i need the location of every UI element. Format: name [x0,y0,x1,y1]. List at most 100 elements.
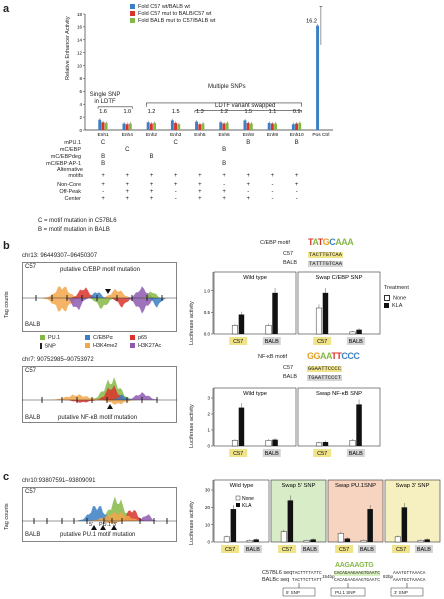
bar-none [223,536,230,543]
x-tick-label: Enh10 [290,132,304,138]
strain-label: BALB [360,547,374,553]
x-tick-label: Enh6 [218,132,230,138]
row-cell: - [295,189,298,195]
strain-label: BALB [349,339,363,345]
row-cell: B [294,140,299,146]
snp-name-pu1: PU.1 SNP [335,590,356,595]
bracket-single-label: Single SNP in LDTF [89,92,121,105]
bar [153,122,156,130]
signal-peak [110,298,134,308]
x-tick-label: Enh2 [146,132,158,138]
bar [146,122,150,130]
seq-c57-3: AAATGTTAAACA [393,571,426,576]
row-label: mC/EBP:AP-1 [46,161,81,167]
bar-kla [424,539,430,542]
bar [104,122,108,130]
row-cell: B [149,154,154,160]
chart-group-frame [213,387,297,447]
chart-group-title: Swap 5′ SNP [282,483,316,489]
gap1: 154bp [322,574,335,579]
strain-tag [229,337,248,345]
legend-item-c57-balb: Fold C57 wt/BALB wt [130,4,215,11]
row-cell: + [246,173,251,179]
row-cell: + [198,189,202,195]
motif2-balb-seq: TGAATTCCCT [307,374,343,381]
bar [246,122,250,130]
track-legend-swatch [130,335,135,341]
row-cell: + [149,196,154,202]
chart-group-frame [213,271,297,335]
bar-none [265,325,272,335]
y-tick-label: 6 [79,89,82,94]
footnote-balb: B = motif mutation in BALB [38,227,110,233]
bar-kla [287,500,294,542]
strain-tag [335,545,354,553]
track-frame [22,487,177,542]
legend-kla-label: KLA [242,503,252,509]
row-cell: - [247,189,250,195]
row-cell: - [223,182,226,188]
bar [195,121,198,130]
strain-label: C57 [339,547,349,553]
chart-group-frame [297,387,381,447]
snp-name-3: 3′ SNP [394,590,408,595]
bar [243,120,247,130]
tag-counts-label-c: Tag counts [4,503,10,530]
fold-label: 16.2 [306,19,317,25]
row-cell: B [101,154,106,160]
strain-tag [221,545,240,553]
motif1-c57-seq: TACTTGTCAA [308,251,344,258]
seq-c57-5: TACTTTTATTC [292,571,322,576]
fold-label: 1.5 [244,109,252,115]
y-tick-label: 10 [205,522,211,527]
y-tick-label: 16 [77,25,83,30]
bar [149,123,153,130]
bar [291,124,295,130]
motif1-title: C/EBP motif [260,240,290,246]
signal-peak [90,377,134,400]
bar-kla [238,314,245,334]
row-cell: + [222,196,226,202]
track1-note: putative C/EBP motif mutation [60,267,140,273]
track-legend-label: C/EBPα [93,335,113,341]
row-cell: - [174,196,177,202]
signal-peak [101,288,133,298]
row-cell: - [102,189,105,195]
strain-label: BALB [246,547,260,553]
row-cell: - [271,189,274,195]
bar-none [315,307,322,335]
row-label: Non-Core [57,182,81,188]
bar [170,120,174,130]
strain-label: C57 [396,547,406,553]
y-tick-label: 20 [205,505,211,510]
track1-tag-counts [22,262,177,332]
y-tick-label: 0.0 [204,332,211,337]
bar-none [394,536,401,543]
row-label: mC/EBPdeg [50,154,81,160]
panel-c-chart: 0 10 20 30 Wild type C57 BALB Swap 5′ SNP C57 BAL… [205,479,441,553]
track-legend-item: PU.1 [40,335,60,342]
track-frame [22,366,177,423]
pu1-logo: AAGAAGTG [335,562,374,569]
panel-a-ylabel: Relative Enhancer Activity [65,16,71,80]
track-legend-swatch [130,343,135,349]
x-tick-label: Enh5 [194,132,206,138]
x-tick-label: Enh3 [170,132,182,138]
strain-tag [278,545,297,553]
chart-group-title: Wild type [243,275,267,281]
bracket-swapped-label: LDTF variant swapped [215,103,276,109]
bar [225,122,229,130]
seq-balb-3: AAATGCTAAACA [393,578,426,583]
y-tick-label: 10 [77,63,83,68]
signal-peak [137,514,157,521]
row-cell: C [100,140,106,146]
y-tick-label: 14 [77,38,83,43]
motif2-title: NF-κB motif [258,354,288,360]
bracket-multiple-label: Multiple SNPs [208,84,246,90]
chart-group-title: Wild type [243,391,267,397]
bar-kla [367,509,373,542]
panel-b-chart1: 0.0 0.5 1.0 Wild type C57 BALB Swap C/EBP SNP C… [204,271,381,345]
strain-label: BALB [303,547,317,553]
bar-kla [272,292,278,334]
row-cell: - [271,182,274,188]
